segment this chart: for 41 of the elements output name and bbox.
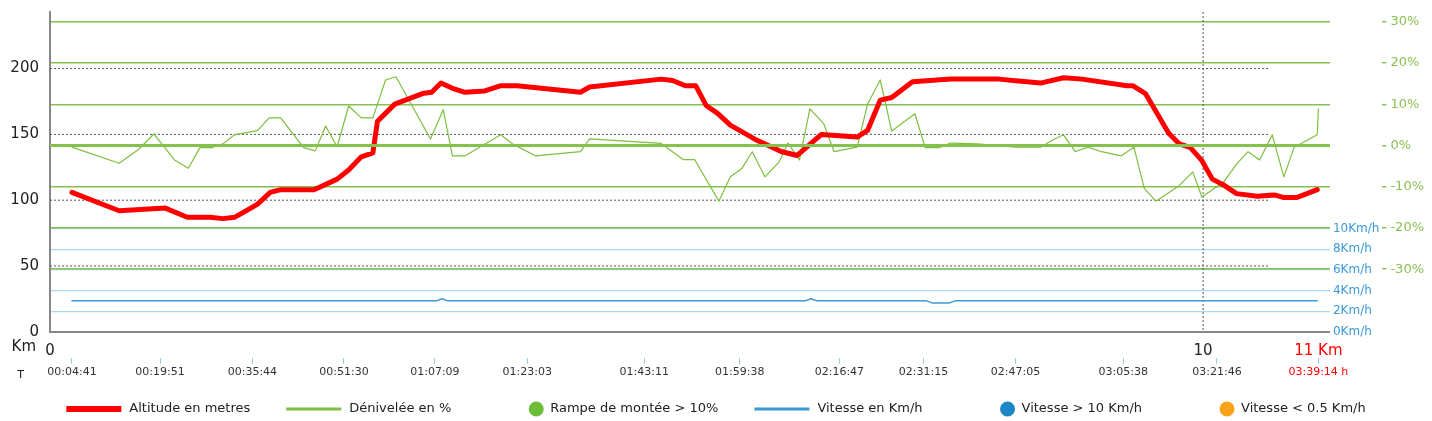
y2-tick-label: 20% <box>1390 54 1420 70</box>
x2-tick-label: 03:05:38 <box>1098 365 1148 379</box>
y2-tick-label: -10% <box>1390 178 1425 194</box>
y3-tick-label: 10Km/h <box>1332 220 1380 235</box>
legend-label: Dénivelée en % <box>349 400 452 416</box>
legend-label: Vitesse en Km/h <box>817 400 923 416</box>
y3-tick-label: 0Km/h <box>1332 323 1372 338</box>
x-tick-label: 11 Km <box>1294 340 1343 359</box>
x2-tick-label: 00:35:44 <box>227 365 278 379</box>
x2-axis-title: T <box>16 367 25 381</box>
y3-tick-label: 4Km/h <box>1332 282 1372 297</box>
y2-tick-label: 10% <box>1390 95 1420 111</box>
y-tick-label: 150 <box>10 124 39 143</box>
y3-tick-label: 2Km/h <box>1332 303 1372 318</box>
x2-tick-label: 01:07:09 <box>410 365 460 379</box>
x2-tick-label: 02:47:05 <box>990 365 1041 379</box>
y-tick-label: 50 <box>19 255 39 274</box>
legend-label: Rampe de montée > 10% <box>550 400 719 416</box>
x-tick-label: 10 <box>1193 340 1213 359</box>
x2-tick-label: 03:39:14 h <box>1288 365 1349 379</box>
legend-label: Altitude en metres <box>129 400 251 416</box>
x2-tick-label: 03:21:46 <box>1192 365 1242 379</box>
y2-tick-label: -30% <box>1390 260 1425 276</box>
x2-tick-label: 00:04:41 <box>47 365 97 379</box>
y2-tick-label: 30% <box>1390 13 1420 29</box>
x2-tick-label: 02:16:47 <box>814 365 865 379</box>
x2-tick-label: 00:51:30 <box>319 365 369 379</box>
x2-tick-label: 01:23:03 <box>502 365 552 379</box>
legend-label: Vitesse > 10 Km/h <box>1021 400 1143 416</box>
legend-label: Vitesse < 0.5 Km/h <box>1241 400 1366 416</box>
x2-tick-label: 01:43:11 <box>619 365 669 379</box>
y2-tick-label: -20% <box>1390 219 1425 235</box>
y3-tick-label: 6Km/h <box>1332 262 1372 277</box>
y2-tick-label: 0% <box>1390 136 1412 152</box>
x2-tick-label: 00:19:51 <box>135 365 185 379</box>
x2-tick-label: 02:31:15 <box>898 365 949 379</box>
x-tick-label: 0 <box>45 340 55 359</box>
y3-tick-label: 8Km/h <box>1332 241 1372 256</box>
y-tick-label: 100 <box>10 190 39 209</box>
y-tick-label: 200 <box>10 58 39 77</box>
x2-tick-label: 01:59:38 <box>715 365 765 379</box>
